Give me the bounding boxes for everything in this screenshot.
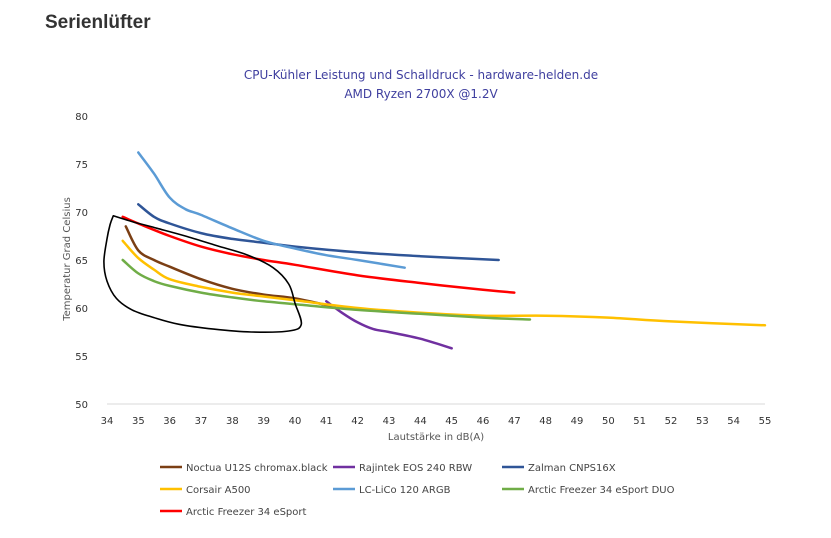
x-tick-label: 37	[195, 416, 208, 427]
x-tick-label: 40	[289, 416, 302, 427]
y-tick-label: 75	[75, 160, 88, 171]
legend-label: Corsair A500	[186, 485, 251, 496]
legend-item: Rajintek EOS 240 RBW	[333, 463, 472, 474]
y-axis-label: Temperatur Grad Celsius	[62, 197, 73, 322]
x-tick-label: 34	[101, 416, 114, 427]
x-tick-label: 50	[602, 416, 615, 427]
legend-label: Rajintek EOS 240 RBW	[359, 463, 472, 474]
y-tick-label: 60	[75, 304, 88, 315]
legend-label: Noctua U12S chromax.black	[186, 463, 328, 474]
legend-label: Arctic Freezer 34 eSport DUO	[528, 485, 675, 496]
legend-item: Arctic Freezer 34 eSport DUO	[502, 485, 675, 496]
x-tick-label: 45	[445, 416, 458, 427]
x-tick-label: 42	[351, 416, 364, 427]
hand-drawn-annotation	[103, 215, 303, 333]
y-tick-label: 50	[75, 400, 88, 411]
legend: Noctua U12S chromax.black Rajintek EOS 24…	[160, 463, 675, 518]
series-line	[121, 215, 516, 294]
legend-item: Zalman CNPS16X	[502, 463, 616, 474]
legend-item: Arctic Freezer 34 eSport	[160, 507, 306, 518]
chart-subtitle: AMD Ryzen 2700X @1.2V	[344, 87, 498, 101]
x-tick-label: 49	[571, 416, 584, 427]
x-tick-label: 35	[132, 416, 145, 427]
x-tick-label: 36	[163, 416, 176, 427]
y-tick-label: 80	[75, 112, 88, 123]
x-tick-label: 48	[539, 416, 552, 427]
x-tick-label: 55	[759, 416, 772, 427]
legend-item: LC-LiCo 120 ARGB	[333, 485, 451, 496]
legend-label: Zalman CNPS16X	[528, 463, 616, 474]
series-line	[121, 239, 767, 327]
series-line	[137, 203, 500, 262]
x-tick-label: 47	[508, 416, 521, 427]
legend-item: Corsair A500	[160, 485, 251, 496]
x-tick-label: 38	[226, 416, 239, 427]
plot-area: 50 55 60 65 70 75 80 34 35 36 37 38 39 40 41 42 43 44 45 46…	[75, 112, 771, 427]
series-line	[325, 300, 453, 350]
x-tick-label: 53	[696, 416, 709, 427]
x-tick-label: 46	[477, 416, 490, 427]
x-tick-label: 51	[633, 416, 646, 427]
y-tick-label: 65	[75, 256, 88, 267]
x-tick-label: 52	[665, 416, 678, 427]
x-tick-label: 41	[320, 416, 333, 427]
x-tick-label: 44	[414, 416, 427, 427]
y-tick-label: 70	[75, 208, 88, 219]
x-tick-label: 43	[383, 416, 396, 427]
legend-label: Arctic Freezer 34 eSport	[186, 507, 306, 518]
series-line	[121, 258, 532, 321]
y-tick-label: 55	[75, 352, 88, 363]
x-tick-label: 39	[257, 416, 270, 427]
series-line	[137, 151, 406, 269]
x-tick-label: 54	[727, 416, 740, 427]
legend-label: LC-LiCo 120 ARGB	[359, 485, 451, 496]
page-title: Serienlüfter	[45, 12, 151, 33]
legend-item: Noctua U12S chromax.black	[160, 463, 328, 474]
x-axis-label: Lautstärke in dB(A)	[388, 432, 484, 443]
chart-title: CPU-Kühler Leistung und Schalldruck - ha…	[244, 68, 598, 82]
